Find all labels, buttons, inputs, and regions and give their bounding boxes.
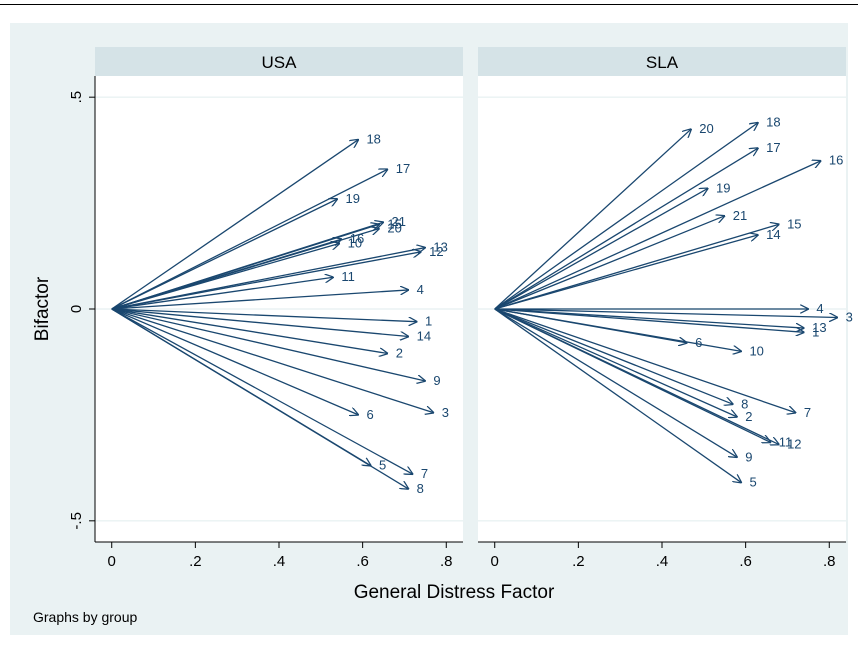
vector-label-sla-19: 19 [716, 180, 730, 195]
vector-label-sla-5: 5 [749, 475, 756, 490]
panel-header-sla [478, 47, 846, 76]
panel-header-usa [95, 47, 463, 76]
vector-label-usa-18: 18 [366, 132, 380, 147]
vector-sla-2 [494, 308, 738, 417]
vector-sla-18 [494, 123, 758, 310]
vector-label-sla-17: 17 [766, 140, 780, 155]
vector-label-usa-21: 21 [392, 214, 406, 229]
vector-usa-18 [111, 140, 359, 310]
vector-usa-3 [111, 308, 434, 413]
vector-label-usa-13: 13 [433, 240, 447, 255]
vector-label-sla-6: 6 [695, 335, 702, 350]
vector-usa-19 [111, 199, 338, 310]
x-tick-label-usa-0: 0 [108, 553, 116, 570]
vector-label-sla-7: 7 [804, 405, 811, 420]
vector-usa-9 [111, 308, 426, 381]
vector-label-usa-15: 15 [387, 216, 401, 231]
vector-label-sla-21: 21 [733, 208, 747, 223]
vector-label-usa-6: 6 [366, 407, 373, 422]
vector-label-sla-1: 1 [812, 324, 819, 339]
vector-usa-2 [111, 308, 388, 353]
panel-title-sla: SLA [646, 53, 679, 72]
vector-sla-8 [494, 308, 733, 404]
vector-label-sla-18: 18 [766, 115, 780, 130]
vector-label-sla-4: 4 [816, 301, 823, 316]
x-tick-label-usa-4: .8 [440, 553, 453, 570]
x-tick-label-usa-1: .2 [189, 553, 202, 570]
vector-sla-7 [494, 308, 796, 413]
vector-usa-4 [111, 290, 409, 310]
vector-label-usa-4: 4 [417, 282, 424, 297]
vector-label-sla-14: 14 [766, 227, 780, 242]
vector-usa-1 [111, 308, 417, 322]
vector-label-sla-2: 2 [745, 409, 752, 424]
vector-label-usa-12: 12 [429, 244, 443, 259]
panel-title-usa: USA [262, 53, 298, 72]
vector-label-sla-13: 13 [812, 320, 826, 335]
vector-sla-21 [494, 216, 725, 310]
vector-label-sla-8: 8 [741, 396, 748, 411]
vector-label-usa-1: 1 [425, 314, 432, 329]
vector-usa-12 [111, 252, 421, 310]
vector-label-usa-11: 11 [341, 269, 355, 284]
y-tick-label-1: 0 [68, 305, 85, 313]
vector-usa-8 [111, 308, 409, 489]
x-tick-label-sla-3: .6 [739, 553, 752, 570]
vector-sla-13 [494, 308, 804, 328]
vector-sla-14 [494, 235, 758, 310]
x-tick-label-sla-2: .4 [656, 553, 669, 570]
vector-label-sla-12: 12 [787, 437, 801, 452]
vector-usa-6 [111, 308, 359, 415]
vector-label-sla-20: 20 [699, 121, 713, 136]
vector-label-usa-20: 20 [387, 221, 401, 236]
vector-sla-10 [494, 308, 742, 351]
y-axis-title: Bifactor [32, 276, 53, 341]
x-axis-title: General Distress Factor [354, 582, 555, 603]
vector-sla-20 [494, 129, 692, 310]
vector-label-sla-16: 16 [829, 153, 843, 168]
vector-usa-14 [111, 308, 409, 337]
vector-label-usa-16: 16 [350, 231, 364, 246]
vector-usa-11 [111, 277, 334, 310]
footnote: Graphs by group [33, 609, 137, 625]
vector-sla-16 [494, 161, 821, 310]
vector-sla-12 [494, 308, 779, 445]
x-tick-label-sla-0: 0 [491, 553, 499, 570]
vector-label-usa-3: 3 [442, 405, 449, 420]
vector-label-usa-10: 10 [348, 235, 362, 250]
vector-label-sla-9: 9 [745, 449, 752, 464]
vector-sla-17 [494, 148, 758, 310]
vector-label-usa-8: 8 [417, 481, 424, 496]
y-tick-label-0: -.5 [68, 512, 85, 530]
x-tick-label-usa-3: .6 [356, 553, 369, 570]
vector-label-usa-9: 9 [433, 373, 440, 388]
vector-label-sla-15: 15 [787, 216, 801, 231]
vector-sla-19 [494, 188, 708, 310]
vector-label-sla-3: 3 [846, 309, 853, 324]
vector-label-usa-5: 5 [379, 458, 386, 473]
vector-label-sla-11: 11 [779, 434, 793, 449]
vector-usa-10 [111, 243, 340, 310]
vector-label-usa-19: 19 [346, 191, 360, 206]
vector-usa-7 [111, 308, 413, 474]
vector-sla-3 [494, 308, 838, 317]
vector-label-usa-7: 7 [421, 466, 428, 481]
x-tick-label-sla-4: .8 [823, 553, 836, 570]
vector-label-usa-2: 2 [396, 345, 403, 360]
vector-label-sla-10: 10 [749, 343, 763, 358]
axis-layer: 0 .2 .4 .6 .8 -.5 0 .5 0 .2 .4 .6 .8 [68, 76, 846, 570]
x-tick-label-sla-1: .2 [572, 553, 585, 570]
vector-sla-5 [494, 308, 742, 483]
top-rule [0, 4, 858, 5]
vector-sla-9 [494, 308, 738, 457]
vector-sla-1 [494, 308, 804, 332]
vector-label-usa-17: 17 [396, 161, 410, 176]
y-tick-label-2: .5 [68, 91, 85, 104]
x-tick-label-usa-2: .4 [273, 553, 286, 570]
vector-usa-17 [111, 169, 388, 310]
vector-sla-15 [494, 224, 779, 310]
vector-label-usa-14: 14 [417, 329, 431, 344]
